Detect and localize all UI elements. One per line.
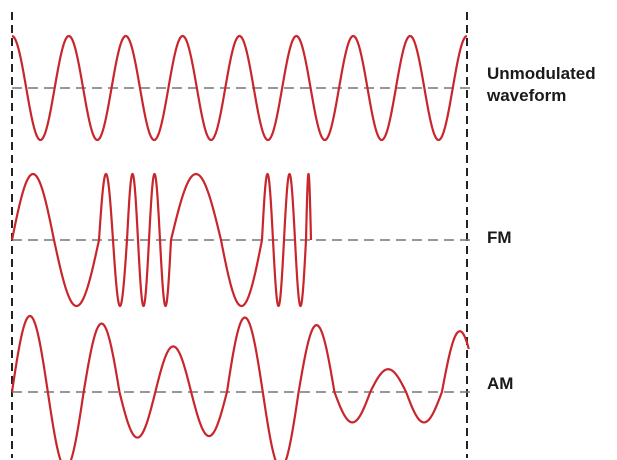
fm-wave [10,172,313,308]
unmodulated-wave [11,34,468,142]
am-label: AM [487,373,513,395]
unmodulated-label: Unmodulated waveform [487,63,596,107]
fm-label: FM [487,227,512,249]
am-wave [10,314,470,460]
unmodulated-label-line2: waveform [487,86,567,105]
am-label-text: AM [487,374,514,393]
unmodulated-label-line1: Unmodulated [487,64,596,83]
fm-label-text: FM [487,228,512,247]
